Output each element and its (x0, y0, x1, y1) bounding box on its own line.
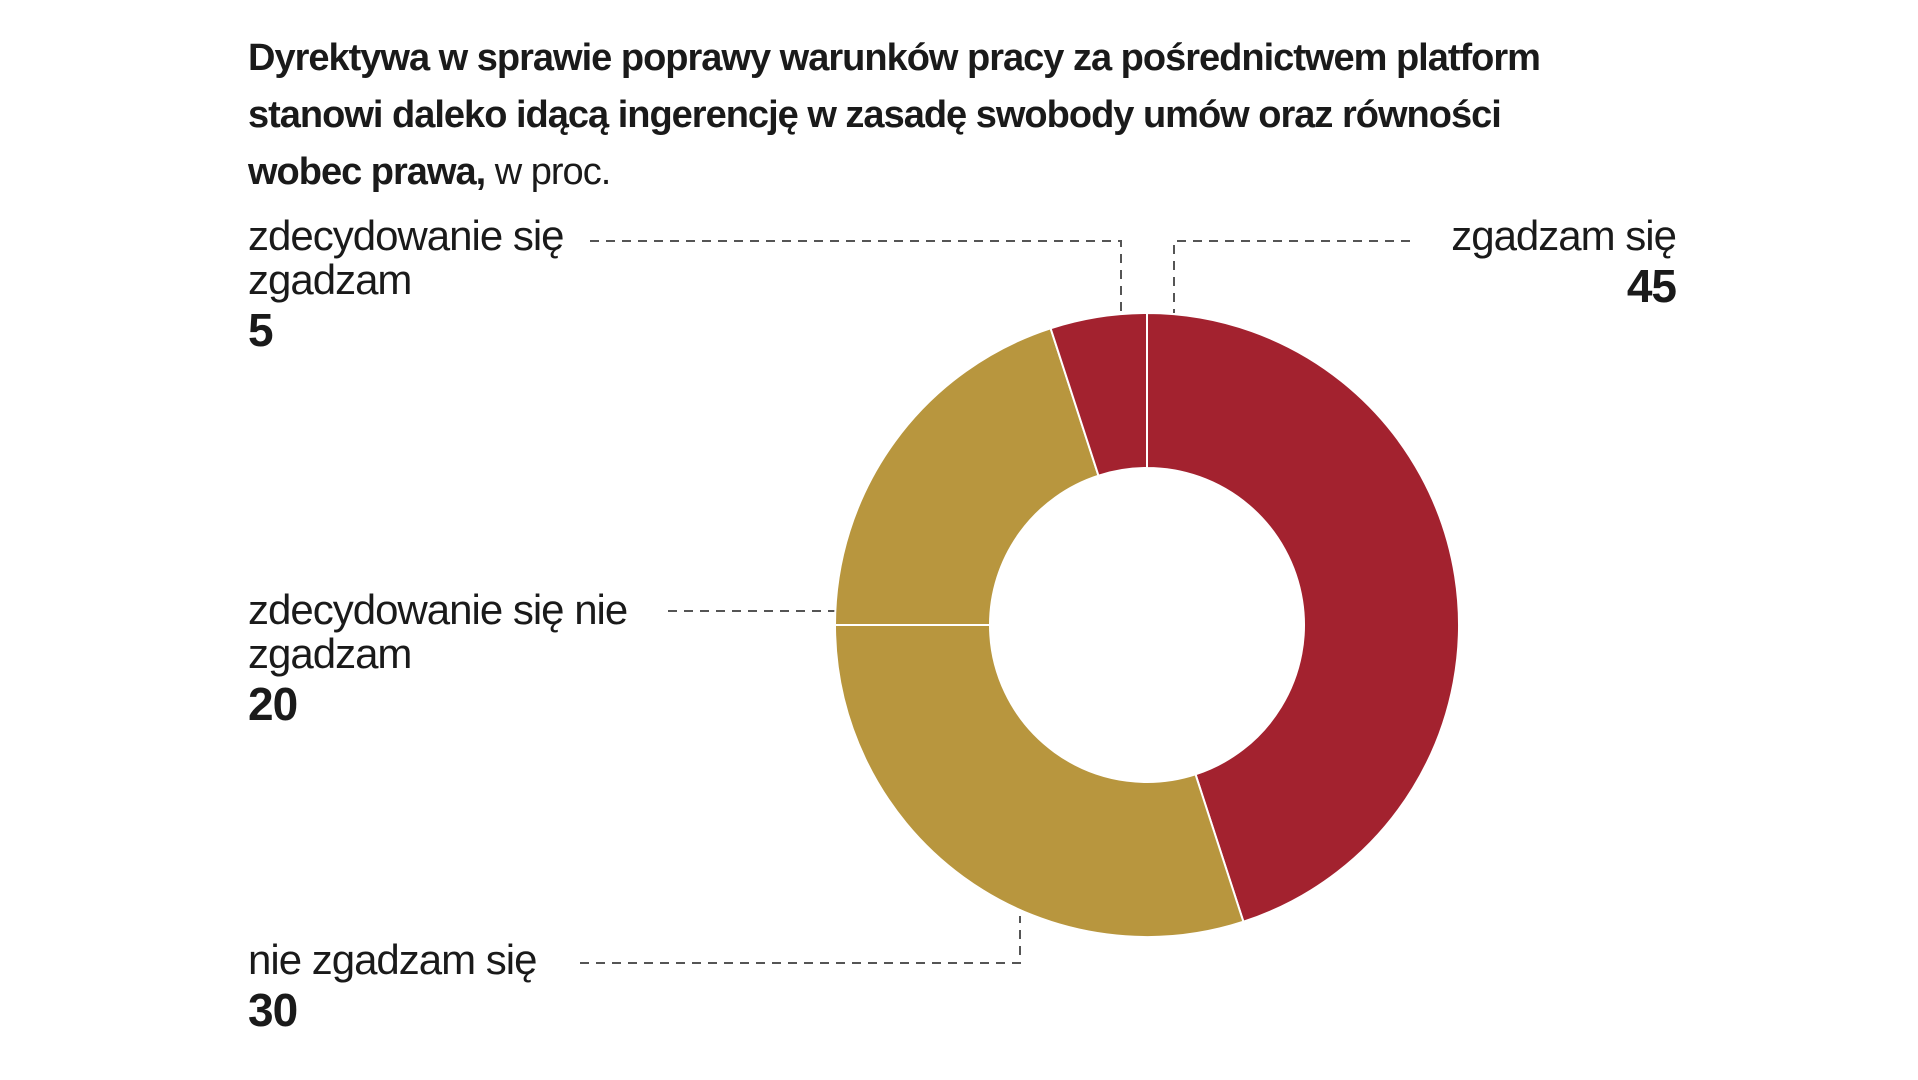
value-label: 5 (248, 304, 274, 356)
value-label: 20 (248, 678, 298, 730)
category-label: zgadzam się (1451, 212, 1677, 259)
donut-slice (833, 624, 1245, 938)
category-label: zdecydowanie się zgadzam (248, 212, 565, 303)
donut-slice (833, 327, 1100, 626)
slice-label: nie zgadzam się 30 (248, 938, 748, 1038)
leader-line (590, 240, 1122, 313)
category-label: nie zgadzam się (248, 936, 537, 983)
chart-title: Dyrektywa w sprawie poprawy warunków pra… (248, 37, 1541, 193)
chart-subtitle: w proc. (494, 151, 611, 193)
value-label: 45 (1626, 260, 1677, 312)
slice-label: zdecydowanie się nie zgadzam 20 (248, 588, 688, 732)
donut-slice (1146, 311, 1460, 923)
chart-title-block: Dyrektywa w sprawie poprawy warunków pra… (248, 30, 1548, 201)
value-label: 30 (248, 984, 298, 1036)
slice-label: zgadzam się 45 (1276, 212, 1677, 314)
leader-line (580, 916, 1021, 964)
category-label: zdecydowanie się nie zgadzam (248, 586, 628, 677)
donut-slice (1049, 311, 1148, 477)
slice-label: zdecydowanie się zgadzam 5 (248, 214, 608, 358)
